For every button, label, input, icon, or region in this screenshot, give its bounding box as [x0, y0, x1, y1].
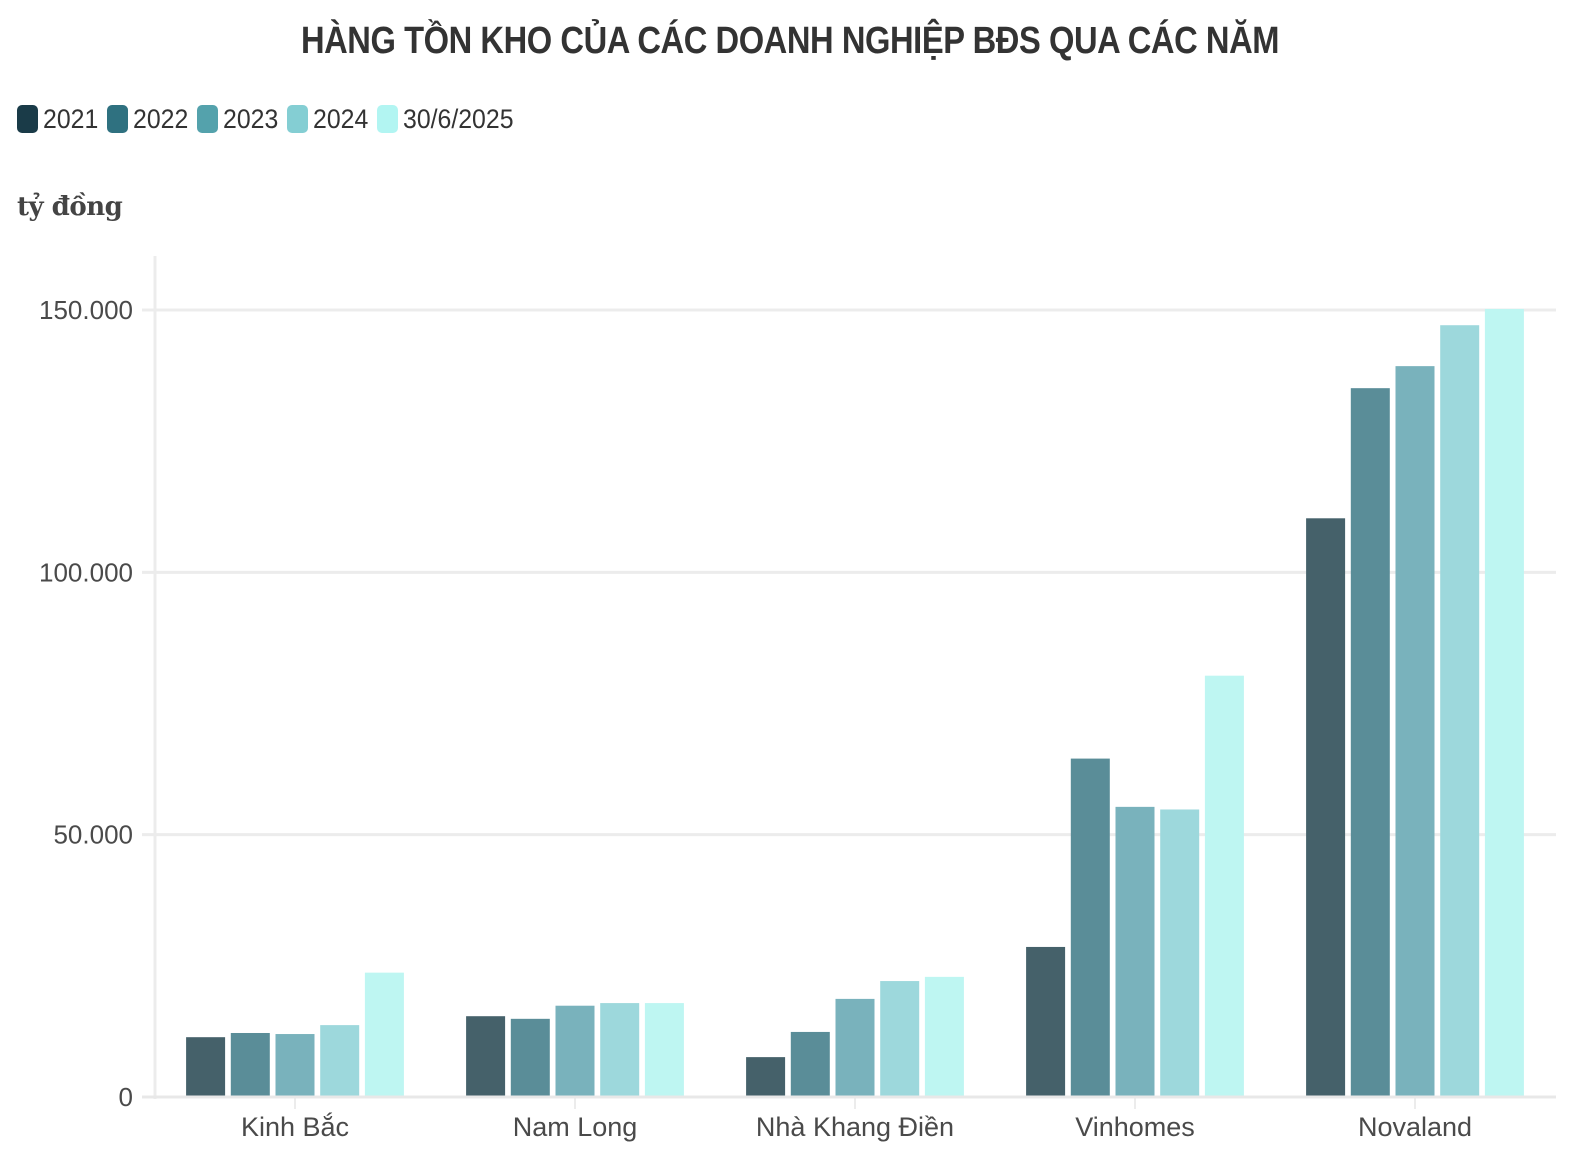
bar[interactable]	[790, 1031, 830, 1097]
bar[interactable]	[1070, 758, 1110, 1097]
bar[interactable]	[924, 976, 964, 1097]
bar[interactable]	[230, 1032, 270, 1097]
bar[interactable]	[644, 1003, 684, 1097]
legend-item[interactable]: 2023	[197, 104, 279, 135]
x-tick-label: Kinh Bắc	[241, 1111, 349, 1142]
bar[interactable]	[510, 1018, 550, 1097]
bar[interactable]	[1306, 518, 1346, 1097]
x-tick-label: Nam Long	[513, 1112, 638, 1142]
bar[interactable]	[1440, 325, 1480, 1097]
legend-swatch-icon	[107, 105, 129, 133]
legend-item[interactable]: 2024	[287, 104, 369, 135]
legend-label: 2024	[313, 103, 369, 134]
bar[interactable]	[1350, 388, 1390, 1098]
legend-label: 2021	[43, 103, 99, 134]
bar[interactable]	[1160, 809, 1200, 1097]
bar[interactable]	[1204, 675, 1244, 1097]
bar[interactable]	[320, 1025, 360, 1097]
legend-swatch-icon	[17, 105, 38, 133]
bar[interactable]	[880, 981, 920, 1097]
bar[interactable]	[466, 1016, 506, 1097]
y-tick-label: 0	[119, 1082, 133, 1112]
bar[interactable]	[186, 1037, 226, 1097]
bar[interactable]	[746, 1057, 786, 1097]
legend-item[interactable]: 30/6/2025	[377, 104, 519, 135]
x-tick-label: Novaland	[1358, 1112, 1472, 1142]
x-tick-label: Vinhomes	[1075, 1112, 1195, 1142]
bar[interactable]	[1484, 308, 1524, 1097]
bar[interactable]	[835, 998, 875, 1097]
x-tick-label: Nhà Khang Điền	[756, 1112, 954, 1142]
y-axis-unit-label: tỷ đồng	[17, 192, 123, 222]
legend: 2021 2022 2023 2024 30/6/2025	[17, 100, 527, 138]
bar[interactable]	[555, 1005, 595, 1097]
legend-swatch-icon	[197, 105, 219, 133]
bar[interactable]	[364, 972, 404, 1097]
bar[interactable]	[275, 1034, 315, 1097]
y-tick-label: 50.000	[53, 820, 133, 850]
legend-label: 30/6/2025	[403, 103, 514, 134]
bar[interactable]	[600, 1003, 640, 1097]
legend-item[interactable]: 2022	[107, 104, 189, 135]
legend-label: 2022	[133, 103, 189, 134]
bar[interactable]	[1026, 946, 1066, 1097]
y-tick-label: 100.000	[39, 557, 133, 587]
chart-title: HÀNG TỒN KHO CỦA CÁC DOANH NGHIỆP BĐS QU…	[300, 20, 1280, 62]
bar[interactable]	[1395, 366, 1435, 1097]
y-tick-label: 150.000	[39, 295, 133, 325]
legend-item[interactable]: 2021	[17, 104, 99, 135]
bar[interactable]	[1115, 806, 1155, 1097]
legend-swatch-icon	[377, 105, 399, 133]
legend-swatch-icon	[287, 105, 309, 133]
legend-label: 2023	[223, 103, 279, 134]
